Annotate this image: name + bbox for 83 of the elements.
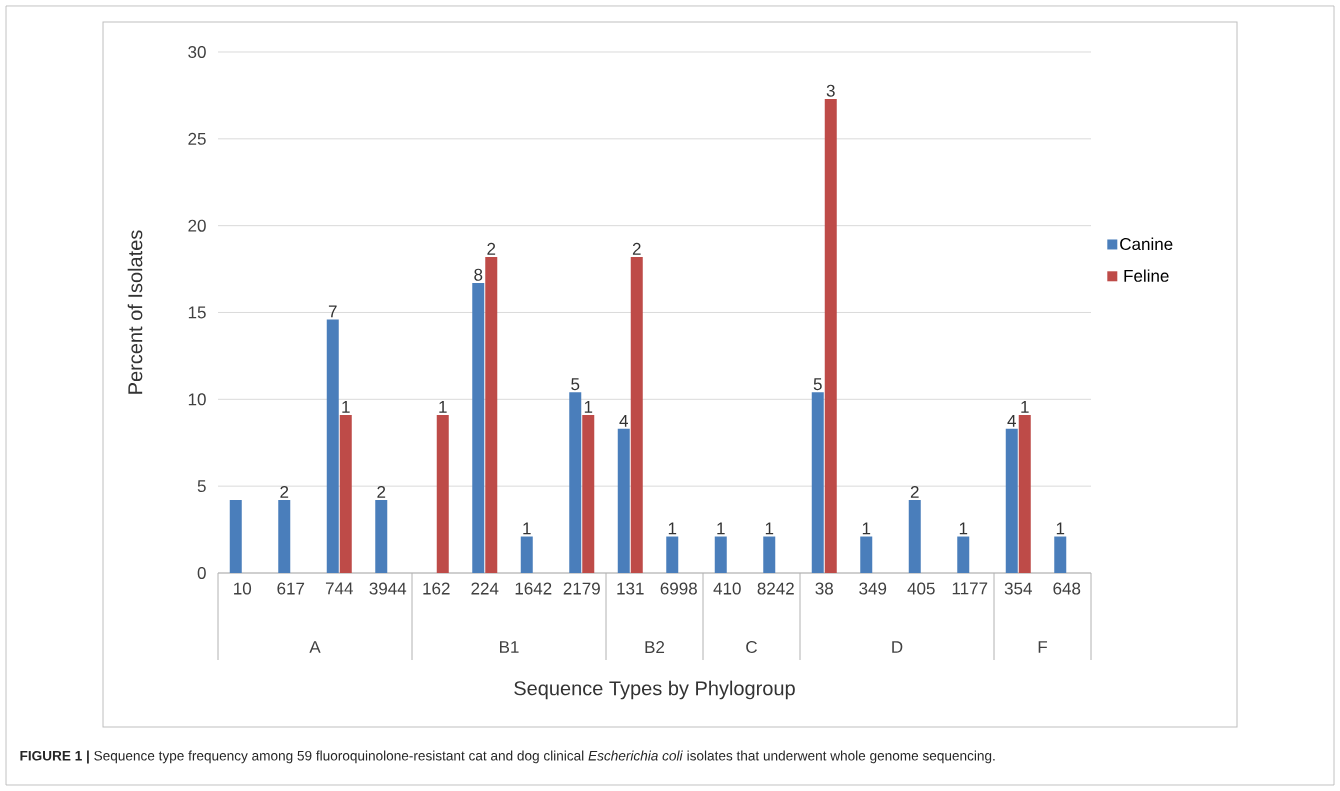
x-tick-label: 162 — [423, 582, 450, 595]
bar — [436, 414, 449, 573]
annotation: 7 — [328, 305, 337, 318]
x-tick-label: 648 — [1053, 582, 1081, 595]
text: C — [746, 640, 758, 654]
x-tick-label: 3944 — [369, 582, 407, 595]
y-tick-label: 0 — [197, 566, 206, 580]
text: B1 — [500, 641, 519, 653]
bar — [617, 428, 630, 573]
bar — [472, 282, 485, 573]
annotation: 2 — [910, 485, 919, 498]
bar — [582, 414, 595, 573]
x-tick-label: 1177 — [952, 582, 988, 595]
x-axis-title: Sequence Types by Phylogroup — [514, 680, 795, 700]
bar — [1054, 536, 1067, 573]
y-tick-label: 5 — [197, 480, 206, 493]
x-tick-label: 8242 — [757, 582, 794, 595]
x-tick-label: 617 — [277, 582, 305, 595]
annotation: 1 — [439, 401, 447, 413]
x-tick-label: 1642 — [515, 582, 552, 595]
bar — [763, 536, 776, 573]
annotation: 2 — [487, 242, 496, 255]
y-tick-label: 20 — [188, 219, 206, 232]
bar — [326, 319, 339, 573]
bar — [666, 536, 679, 573]
text: FIGURE 1 | Sequence type frequency among 59 fluoroquinolone-resistant cat and dog clinical Escherichia coli isolates that underwent whole genome sequencing. — [20, 750, 995, 764]
x-tick-label: 224 — [471, 582, 499, 595]
annotation: 1 — [1056, 522, 1065, 535]
annotation: 1 — [523, 522, 531, 535]
annotation: 1 — [862, 522, 871, 535]
bar — [714, 536, 727, 573]
annotation: 1 — [342, 401, 350, 413]
annotation: 1 — [959, 522, 968, 535]
annotation: 1 — [717, 522, 725, 535]
annotation: 1 — [584, 401, 593, 413]
annotation: 2 — [377, 485, 386, 498]
legend-label: Canine — [1120, 237, 1173, 251]
bar — [811, 392, 824, 573]
text: B2 — [645, 641, 665, 653]
x-tick-label: 6998 — [660, 582, 697, 595]
annotation: 4 — [1007, 414, 1016, 427]
bar — [1005, 428, 1018, 573]
bar — [278, 500, 291, 573]
x-tick-label: 131 — [617, 582, 644, 595]
bar — [1018, 414, 1031, 573]
text: F — [1038, 641, 1048, 653]
bar — [630, 256, 643, 573]
x-tick-label: 405 — [907, 582, 935, 595]
bar — [229, 500, 242, 573]
bar — [375, 500, 388, 573]
x-tick-label: 354 — [1004, 582, 1032, 595]
annotation: 5 — [571, 378, 580, 391]
annotation: 1 — [1021, 401, 1029, 413]
y-tick-label: 10 — [188, 393, 206, 406]
y-axis-title: Percent of Isolates — [127, 230, 143, 394]
y-tick-label: 25 — [188, 132, 206, 145]
annotation: 4 — [619, 414, 628, 427]
x-tick-label: 2179 — [563, 582, 600, 595]
bar — [485, 256, 498, 573]
x-tick-label: 349 — [859, 582, 887, 595]
legend-label: Feline — [1124, 269, 1169, 282]
y-tick-label: 30 — [188, 45, 206, 59]
annotation: 8 — [474, 268, 483, 281]
bar — [957, 536, 970, 573]
bar — [908, 500, 921, 573]
annotation: 5 — [813, 378, 822, 391]
annotation: 1 — [765, 522, 774, 535]
annotation: 2 — [280, 485, 289, 498]
x-tick-label: 744 — [325, 582, 353, 595]
annotation: 1 — [668, 522, 677, 535]
x-tick-label: 410 — [713, 582, 741, 595]
annotation: 2 — [632, 242, 641, 255]
y-tick-label: 15 — [188, 306, 206, 319]
bar — [824, 98, 837, 573]
bar — [339, 414, 352, 573]
bar — [520, 536, 533, 573]
annotation: 3 — [826, 84, 835, 97]
bar — [569, 392, 582, 573]
bar — [860, 536, 873, 573]
x-tick-label: 38 — [815, 582, 833, 595]
text: D — [892, 641, 903, 653]
text: A — [309, 641, 321, 653]
x-tick-label: 10 — [234, 582, 252, 595]
